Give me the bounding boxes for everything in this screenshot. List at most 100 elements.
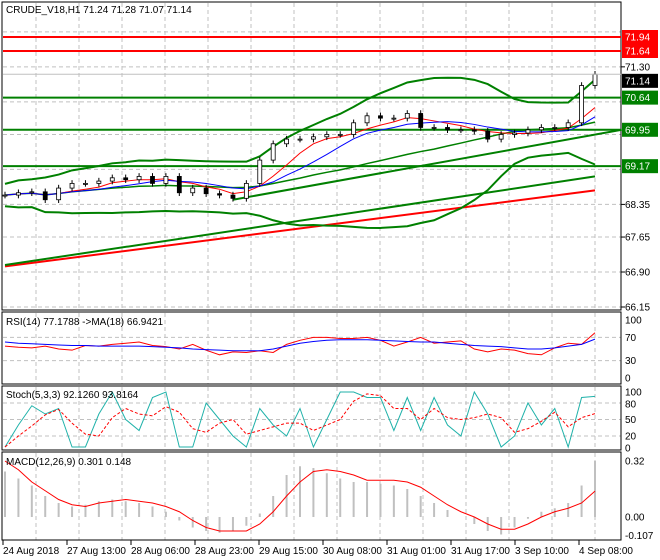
macd-axis-label: 0.00 (625, 513, 645, 524)
candle (445, 127, 450, 131)
axes: 71.94 71.64 71.30 71.14 70.64 69.95 69.17 68.35… (2, 30, 658, 557)
macd-axis-label: -0.107 (625, 531, 654, 542)
ma-fast (4, 107, 596, 196)
rsi-line (4, 332, 596, 356)
current-price-tag (622, 73, 658, 88)
candle (109, 177, 115, 182)
time-axis-label: 28 Aug 06:00 (131, 546, 190, 557)
candle (471, 129, 477, 132)
symbol-info: CRUDE_V18,H1 71.24 71.28 71.07 71.14 (6, 5, 192, 16)
macd-axis-label: 0.32 (625, 457, 645, 468)
candle (579, 85, 584, 124)
rsi-axis-label: 0 (625, 374, 631, 385)
stoch-axis-label: 80 (625, 400, 637, 411)
candle (538, 127, 544, 131)
candle (16, 192, 21, 196)
rsi-ma-line (4, 338, 596, 352)
level-price-label: 69.95 (625, 125, 650, 136)
candle (96, 180, 102, 184)
candle (418, 113, 424, 128)
bollinger-upper (4, 76, 596, 185)
time-axis-label: 29 Aug 15:00 (259, 546, 318, 557)
candle (29, 191, 35, 194)
rsi-panel (4, 332, 596, 356)
candle (163, 176, 169, 184)
price-axis-label: 66.15 (625, 302, 650, 313)
stoch-axis-label: 20 (625, 432, 637, 443)
candle (203, 187, 209, 195)
rsi-axis-label: 70 (625, 333, 637, 344)
ma-slow (4, 116, 596, 196)
rsi-axis-label: 30 (625, 356, 637, 367)
rsi-panel-frame (1, 311, 622, 385)
grid (3, 3, 621, 540)
candle (364, 115, 370, 124)
candle (512, 132, 517, 135)
level-price-label: 71.94 (625, 33, 650, 44)
level-price-label: 70.64 (625, 93, 650, 104)
time-axis-label: 4 Sep 08:00 (579, 546, 633, 557)
candle (378, 115, 383, 119)
macd-panel-frame (1, 451, 622, 541)
price-panel (2, 36, 622, 268)
trendline (4, 189, 596, 268)
candle (525, 129, 531, 134)
level-price-tag (622, 44, 658, 58)
candle (2, 194, 8, 197)
time-axis-label: 31 Aug 01:00 (387, 546, 446, 557)
candle (284, 138, 289, 145)
price-axis-label: 66.90 (625, 268, 650, 279)
stoch-title: Stoch(5,3,3) 92.1260 93.8164 (6, 390, 139, 401)
candle (69, 183, 75, 189)
time-axis-label: 30 Aug 08:00 (323, 546, 382, 557)
trendline (232, 128, 622, 201)
stoch-axis-label: 50 (625, 415, 637, 426)
candle (565, 122, 571, 128)
current-price-label: 71.14 (625, 76, 650, 87)
candle (592, 73, 598, 86)
stoch-axis-label: 100 (625, 388, 642, 399)
candle (324, 134, 330, 138)
main-panel-frame (1, 1, 622, 311)
candle (230, 194, 236, 199)
candle (458, 129, 464, 132)
rsi-axis-label: 100 (625, 316, 642, 327)
candle (257, 159, 263, 184)
candle (391, 117, 397, 120)
price-axis-label: 71.30 (625, 62, 650, 73)
stoch-panel-frame (1, 385, 622, 451)
candle (404, 113, 410, 119)
price-axis-label: 68.35 (625, 200, 650, 211)
macd-title: MACD(12,26,9) 0.301 0.148 (6, 457, 132, 468)
candle (297, 138, 303, 141)
candle (176, 176, 182, 194)
stoch-panel (4, 390, 596, 449)
candle (485, 130, 491, 140)
candle (270, 143, 276, 161)
candle (431, 127, 437, 129)
level-price-tag (622, 159, 658, 174)
candle (123, 177, 129, 181)
macd-signal-line (4, 460, 596, 532)
candle (56, 187, 62, 201)
candle (136, 176, 142, 181)
time-axis-label: 28 Aug 23:00 (195, 546, 254, 557)
time-axis-label: 27 Aug 13:00 (67, 546, 126, 557)
time-axis-label: 3 Sep 10:00 (515, 546, 569, 557)
candle (42, 191, 48, 201)
candle (552, 127, 558, 129)
candle (217, 193, 222, 196)
candle (337, 134, 343, 136)
rsi-title: RSI(14) 77.1788 ->MA(18) 66.9421 (6, 317, 163, 328)
level-price-tag (622, 90, 658, 105)
candle (498, 134, 504, 140)
time-axis-label: 24 Aug 2018 (3, 546, 60, 557)
time-axis-label: 31 Aug 17:00 (451, 546, 510, 557)
candle (311, 136, 316, 140)
level-price-tag (622, 122, 658, 137)
stoch-signal-line (4, 393, 596, 448)
level-price-label: 69.17 (625, 162, 650, 173)
candle (243, 183, 249, 199)
